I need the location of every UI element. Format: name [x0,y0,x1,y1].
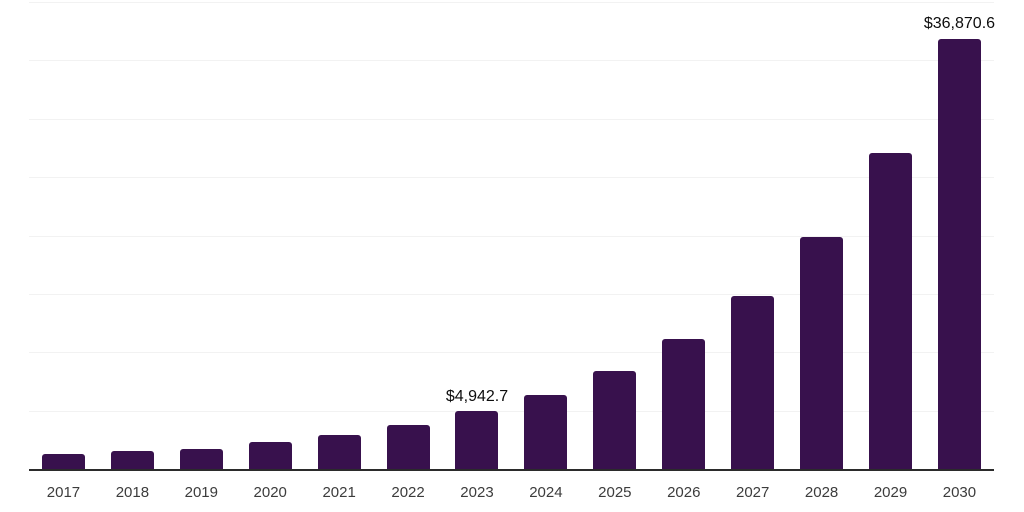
bar-column-2030: $36,870.6 [923,14,996,469]
bar-2027[interactable] [731,296,775,469]
gridline [29,118,994,120]
bar-2025[interactable] [593,370,637,469]
x-tick-label-2030: 2030 [942,484,977,501]
gridline [29,2,994,3]
bar-2023[interactable] [455,411,499,469]
value-label-2023: $4,942.7 [445,387,509,405]
bar-2030[interactable] [937,38,981,469]
bar-column-2018 [98,450,167,469]
bar-2021[interactable] [317,434,361,469]
bar-column-2028 [787,236,856,469]
bar-column-2024 [511,394,580,469]
x-tick-label-2018: 2018 [115,484,150,501]
x-axis-tick-labels: 2017 2018 2019 2020 2021 2022 2023 2024 2025 2026… [29,482,994,503]
bar-column-2019 [167,448,236,469]
x-tick-label-2029: 2029 [873,484,908,501]
bar-column-2020 [236,441,305,469]
x-tick-label-2020: 2020 [253,484,287,501]
plot-area: $4,942.7 $36,870.6 [29,2,996,469]
bar-column-2029 [856,152,925,469]
gridline [29,410,994,412]
bar-column-2027 [718,296,787,469]
bar-column-2022 [374,424,443,469]
value-label-2030: $36,870.6 [923,14,996,32]
bar-2022[interactable] [386,424,430,469]
bar-column-2021 [305,434,374,469]
x-tick-label-2024: 2024 [529,484,563,501]
bar-2017[interactable] [41,453,85,469]
bar-2024[interactable] [524,394,568,469]
bar-2029[interactable] [869,152,913,469]
gridline [29,177,994,179]
bar-column-2025 [580,370,649,469]
bar-column-2026 [649,339,718,469]
gridline [29,235,994,237]
gridline [29,60,994,62]
x-tick-label-2027: 2027 [735,484,770,501]
bar-2020[interactable] [248,441,292,469]
bar-column-2023: $4,942.7 [443,388,512,469]
bar-column-2017 [29,453,98,469]
x-tick-label-2022: 2022 [391,484,425,501]
x-tick-label-2023: 2023 [460,484,494,501]
bar-2018[interactable] [110,450,154,469]
x-tick-label-2017: 2017 [46,484,81,501]
bar-series: $4,942.7 $36,870.6 [29,2,996,469]
x-tick-label-2026: 2026 [667,484,701,501]
bar-2026[interactable] [662,339,706,469]
x-axis-line [29,469,994,471]
bar-2019[interactable] [179,448,223,469]
bar-2028[interactable] [800,236,844,469]
x-tick-label-2019: 2019 [184,484,218,501]
gridline [29,352,994,354]
gridline [29,293,994,295]
x-tick-label-2021: 2021 [322,484,356,501]
x-tick-label-2028: 2028 [804,484,839,501]
x-tick-label-2025: 2025 [598,484,632,501]
